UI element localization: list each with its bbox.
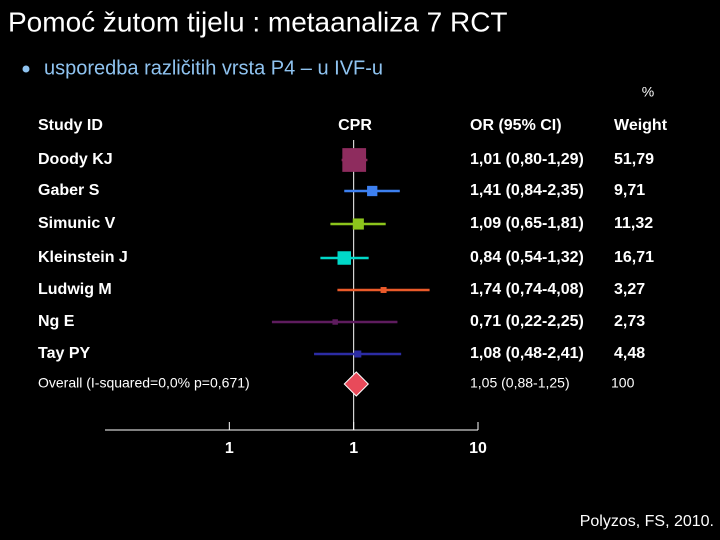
source: Polyzos, FS, 2010. (580, 513, 714, 530)
overall-or-label: 1,05 (0,88-1,25) (470, 375, 570, 391)
or-label: 1,41 (0,84-2,35) (470, 182, 584, 199)
header-ci: OR (95% CI) (470, 117, 562, 134)
study-name: Ludwig M (38, 281, 112, 298)
study-name: Doody KJ (38, 151, 113, 168)
or-label: 0,71 (0,22-2,25) (470, 313, 584, 330)
study-name: Gaber S (38, 182, 100, 199)
or-label: 1,01 (0,80-1,29) (470, 151, 584, 168)
weight-label: 2,73 (614, 313, 645, 330)
or-label: 1,08 (0,48-2,41) (470, 345, 584, 362)
weight-label: 4,48 (614, 345, 645, 362)
overall-weight-label: 100 (611, 375, 635, 391)
header-weight: Weight (614, 117, 668, 134)
header-effect: CPR (338, 117, 372, 134)
header-study: Study ID (38, 117, 103, 134)
study-name: Kleinstein J (38, 249, 128, 266)
weight-label: 3,27 (614, 281, 645, 298)
effect-square (367, 185, 378, 197)
weight-label: 16,71 (614, 249, 654, 266)
weight-unit: % (642, 84, 654, 100)
overall-diamond (343, 371, 370, 397)
or-label: 1,09 (0,65-1,81) (470, 215, 584, 232)
weight-label: 9,71 (614, 182, 645, 199)
study-name: Ng E (38, 313, 75, 330)
effect-square (342, 148, 367, 172)
overall-name: Overall (I-squared=0,0% p=0,671) (38, 375, 250, 391)
title: Pomoć žutom tijelu : metaanaliza 7 RCT (8, 6, 508, 37)
or-label: 0,84 (0,54-1,32) (470, 249, 584, 266)
study-name: Tay PY (38, 345, 91, 362)
effect-square (332, 319, 338, 325)
x-tick-label: 1 (225, 440, 234, 457)
weight-label: 51,79 (614, 151, 654, 168)
or-label: 1,74 (0,74-4,08) (470, 281, 584, 298)
x-tick-label: 10 (469, 440, 487, 457)
effect-square (337, 251, 351, 265)
x-tick-label: 1 (349, 440, 358, 457)
effect-square (380, 287, 387, 293)
effect-square (354, 350, 362, 358)
effect-square (352, 218, 364, 230)
bullet (22, 65, 30, 73)
subtitle: usporedba različitih vrsta P4 – u IVF-u (44, 57, 383, 79)
study-name: Simunic V (38, 215, 116, 232)
weight-label: 11,32 (614, 215, 653, 232)
